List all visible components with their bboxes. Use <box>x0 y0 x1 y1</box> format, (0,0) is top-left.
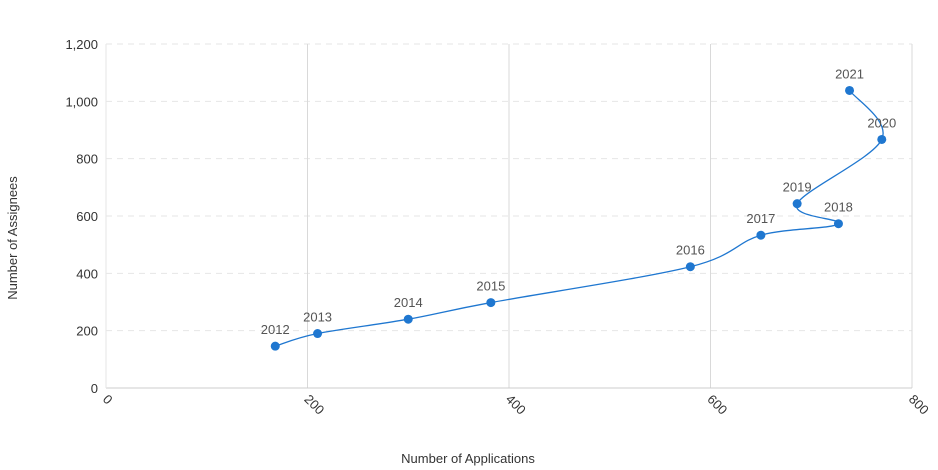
y-axis-title: Number of Assignees <box>5 176 20 300</box>
x-tick-label: 600 <box>704 392 730 418</box>
series-line <box>275 90 884 347</box>
data-label: 2015 <box>476 279 505 294</box>
data-label: 2021 <box>835 66 864 81</box>
y-tick-label: 800 <box>76 152 98 167</box>
data-point[interactable] <box>403 314 413 324</box>
x-axis-title: Number of Applications <box>401 451 535 466</box>
y-tick-label: 1,200 <box>65 37 98 52</box>
data-point[interactable] <box>792 199 802 209</box>
x-tick-label: 800 <box>906 392 932 418</box>
data-point[interactable] <box>845 85 855 95</box>
y-tick-label: 400 <box>76 266 98 281</box>
data-point[interactable] <box>685 262 695 272</box>
y-tick-labels: 0 200 400 600 800 1,000 1,200 <box>65 37 98 396</box>
data-label: 2020 <box>867 115 896 130</box>
series-1: 2012 2013 2014 2015 2016 2017 2018 2019 2020 2021 <box>261 66 896 351</box>
x-tick-labels: 0 200 400 600 800 <box>100 392 932 418</box>
y-tick-label: 200 <box>76 324 98 339</box>
data-point[interactable] <box>877 134 887 144</box>
data-point[interactable] <box>313 329 323 339</box>
data-point[interactable] <box>486 298 496 308</box>
axes <box>105 44 912 389</box>
x-tick-label: 0 <box>100 392 116 408</box>
data-label: 2017 <box>746 211 775 226</box>
x-tick-label: 400 <box>503 392 529 418</box>
data-point[interactable] <box>756 230 766 240</box>
x-gridlines <box>307 44 913 388</box>
data-label: 2013 <box>303 310 332 325</box>
x-tick-label: 200 <box>301 392 327 418</box>
y-tick-label: 1,000 <box>65 94 98 109</box>
data-label: 2012 <box>261 322 290 337</box>
y-tick-label: 0 <box>91 381 98 396</box>
y-gridlines <box>106 43 912 332</box>
y-tick-label: 600 <box>76 209 98 224</box>
data-point[interactable] <box>833 219 843 229</box>
data-label: 2019 <box>783 180 812 195</box>
data-label: 2016 <box>676 243 705 258</box>
data-label: 2014 <box>394 295 423 310</box>
data-label: 2018 <box>824 200 853 215</box>
data-point[interactable] <box>270 341 280 351</box>
